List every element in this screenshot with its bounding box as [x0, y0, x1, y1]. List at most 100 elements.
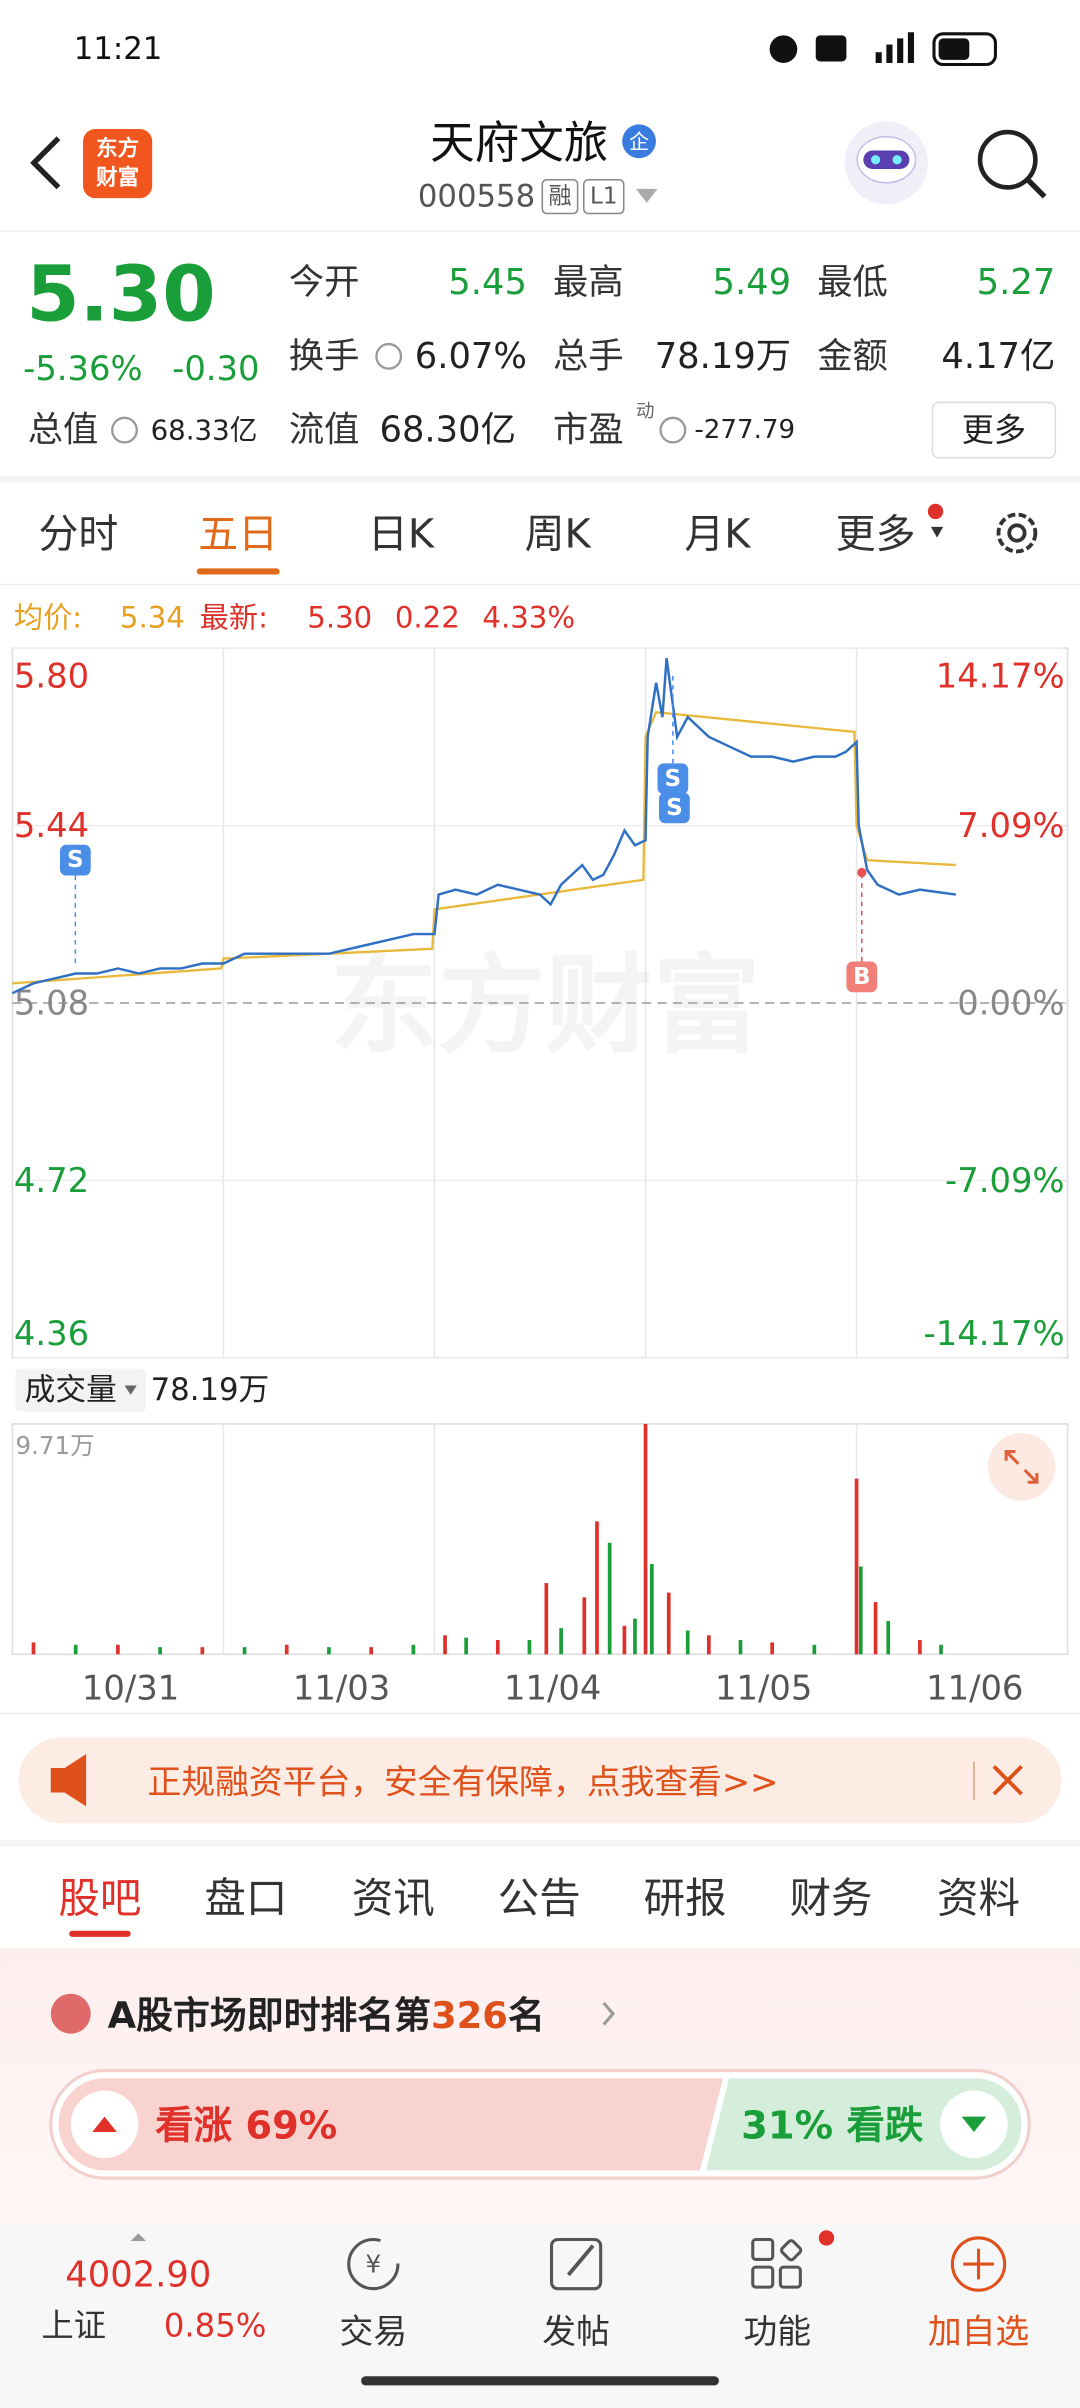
chart-tab[interactable]: 日K [368, 512, 436, 558]
volume-bar [31, 1642, 36, 1655]
field-label: 总值 [28, 410, 99, 451]
field-label: 总手 [553, 336, 624, 377]
section-tab[interactable]: 研报 [644, 1875, 727, 1923]
chart-frame [11, 1423, 1069, 1656]
status-time: 11:21 [74, 31, 163, 67]
x-tick-label: 11/05 [715, 1669, 812, 1708]
y-tick-label: 5.08 [14, 984, 89, 1023]
chart-tab[interactable]: 分时 [39, 512, 119, 558]
ranking-text[interactable]: A股市场即时排名第326名 [108, 1994, 545, 2037]
volume-bar [464, 1637, 468, 1655]
field-value: 4.17亿 [941, 336, 1055, 377]
trade-markers: S S S B [59, 675, 878, 993]
field-label: 今开 [289, 262, 360, 303]
x-tick-label: 11/04 [504, 1669, 601, 1708]
section-tabs: 股吧 盘口 资讯 公告 研报 财务 资料 [58, 1875, 1020, 1937]
volume-bar [812, 1644, 817, 1655]
legend-latest-label: 最新: [200, 600, 268, 634]
stock-title: 天府文旅 [430, 117, 608, 169]
section-tab[interactable]: 资讯 [352, 1875, 435, 1923]
field-label: 金额 [817, 336, 888, 377]
search-button[interactable] [977, 129, 1047, 199]
volume-bar [116, 1644, 120, 1655]
svg-text:¥: ¥ [366, 2250, 382, 2279]
field-value: 5.45 [448, 262, 527, 303]
legend-latest: 5.30 [307, 600, 372, 634]
back-button[interactable] [30, 136, 61, 190]
trade-mark: S [67, 847, 84, 873]
badge-box [541, 178, 579, 215]
chart-tab[interactable]: 五日 [198, 512, 278, 558]
volume-bar [495, 1640, 500, 1655]
notice-dot [927, 503, 944, 520]
bear-label: 31% 看跌 [741, 2103, 924, 2148]
dropdown-arrow [930, 526, 944, 538]
y-tick-label: 4.36 [14, 1314, 89, 1353]
nav-icons: ¥ [347, 2230, 1007, 2292]
divider [0, 1712, 1080, 1715]
nav-label[interactable]: 加自选 [928, 2312, 1029, 2351]
watermark: 东方财富 [330, 944, 760, 1069]
nav-label[interactable]: 交易 [340, 2312, 408, 2351]
badge-box [583, 178, 625, 215]
nav-label[interactable]: 功能 [744, 2312, 812, 2351]
badge-text: 融 [548, 184, 571, 210]
change: -0.30 [172, 349, 259, 388]
ad-banner[interactable] [18, 1737, 1062, 1824]
volume-bar [544, 1583, 549, 1655]
speaker-icon [50, 1754, 87, 1807]
expand-button[interactable] [987, 1433, 1056, 1501]
dropdown-arrow[interactable] [636, 188, 658, 203]
price-line [11, 657, 956, 995]
bear-bar [706, 2078, 1022, 2171]
y-tick-label: 4.72 [14, 1161, 89, 1200]
y-tick-label: 5.44 [14, 806, 89, 845]
settings-button[interactable] [996, 512, 1038, 554]
y-tick-label: 5.80 [14, 656, 89, 695]
section-tab[interactable]: 公告 [498, 1875, 581, 1923]
section-tab[interactable]: 股吧 [58, 1875, 141, 1923]
field-value: 5.49 [712, 262, 791, 303]
index-change: 0.85% [164, 2307, 266, 2345]
volume-selector[interactable] [15, 1368, 147, 1412]
y2-tick-label: -14.17% [924, 1314, 1065, 1353]
chart-tab[interactable]: 更多 [836, 512, 916, 558]
volume-bar [200, 1647, 205, 1655]
more-button[interactable] [931, 401, 1057, 459]
volume-bar [284, 1644, 289, 1655]
assistant-avatar[interactable] [844, 121, 928, 205]
volume-bar [858, 1566, 863, 1655]
y-tick-label: 9.71万 [15, 1431, 94, 1460]
logo-text: 东方 [96, 135, 139, 161]
nav-label[interactable]: 发帖 [542, 2312, 610, 2351]
dropdown-arrow [124, 1385, 137, 1395]
volume-bar [770, 1642, 774, 1655]
volume-bar [633, 1618, 637, 1655]
volume-bar [443, 1635, 447, 1655]
chart-tab[interactable]: 月K [684, 512, 752, 558]
chart-tabs: 分时 五日 日K 周K 月K 更多 [39, 512, 944, 575]
field-value: 78.19万 [655, 336, 791, 377]
section-tab[interactable]: 财务 [790, 1875, 873, 1923]
y2-tick-label: 7.09% [957, 806, 1064, 845]
stock-code: 000558 [418, 179, 535, 215]
tag-text: 企 [629, 129, 649, 153]
badge-text: L1 [590, 184, 618, 210]
chart-tab[interactable]: 周K [525, 512, 593, 558]
ad-close[interactable] [992, 1765, 1023, 1796]
section-tab[interactable]: 盘口 [204, 1875, 287, 1923]
tag-badge [622, 124, 656, 159]
legend-avg: 5.34 [120, 600, 185, 634]
volume-total: 78.19万 [151, 1372, 270, 1408]
x-tick-label: 11/06 [926, 1669, 1023, 1708]
x-tick-label: 10/31 [82, 1669, 179, 1708]
y2-tick-label: -7.09% [945, 1161, 1065, 1200]
divider [0, 1840, 1080, 1847]
section-tab[interactable]: 资料 [937, 1875, 1020, 1923]
volume-bar [527, 1640, 532, 1655]
tab-underline [196, 568, 280, 575]
chevron [602, 2001, 615, 2026]
volume-bar [73, 1644, 78, 1655]
volume-bar [706, 1635, 711, 1655]
